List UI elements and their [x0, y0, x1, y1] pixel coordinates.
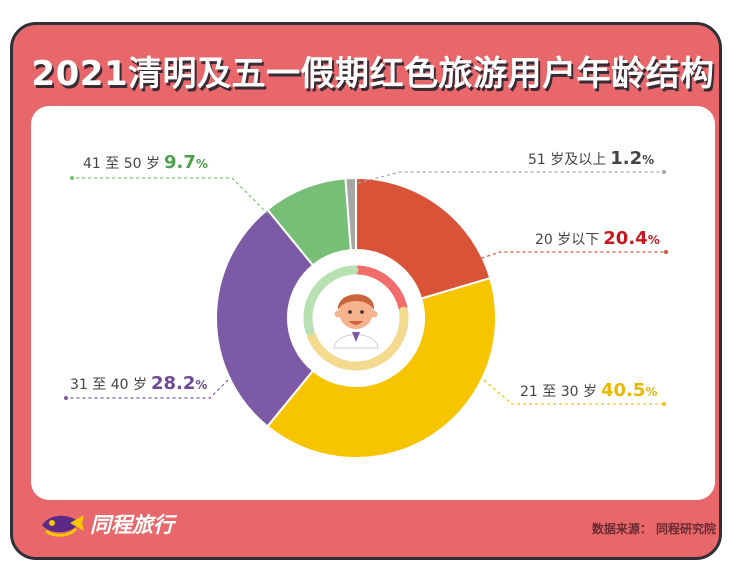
inner-ring-red [353, 265, 408, 312]
slice-name-41-50: 41 至 50 岁 [83, 156, 160, 172]
inner-ring-green-2 [330, 265, 359, 280]
leader-31-40-dot [64, 396, 68, 400]
slice-name-31-40: 31 至 40 岁 [70, 377, 147, 393]
slice-value-21-30: 40.5% [600, 380, 658, 401]
slice-value-under-20: 20.4% [603, 228, 660, 249]
leader-under-20 [469, 251, 666, 263]
fish-logo-icon [42, 515, 84, 537]
slice-label-41-50: 41 至 50 岁 9.7% [83, 152, 208, 173]
slice-label-51-plus: 51 岁及以上 1.2% [528, 148, 654, 169]
inner-ring-yellow-2 [306, 330, 353, 370]
leader-41-50-dot [70, 176, 74, 180]
slice-value-41-50: 9.7% [163, 152, 208, 173]
slice-value-51-plus: 1.2% [610, 148, 655, 169]
slice-value-31-40: 28.2% [150, 373, 208, 394]
leader-21-30 [483, 379, 664, 405]
leader-41-50 [72, 177, 269, 215]
brand-name: 同程旅行 [90, 513, 174, 537]
leader-31-40 [66, 379, 229, 399]
slice-name-51-plus: 51 岁及以上 [528, 152, 607, 168]
person-avatar-icon [333, 294, 379, 349]
slice-name-21-30: 21 至 30 岁 [520, 384, 597, 400]
leader-under-20-dot [664, 250, 668, 254]
leader-51-plus [357, 171, 664, 184]
leader-51-plus-dot [662, 170, 666, 174]
slice-label-31-40: 31 至 40 岁 28.2% [70, 373, 207, 394]
slice-label-under-20: 20 岁以下 20.4% [535, 228, 660, 249]
leader-21-30-dot [662, 402, 666, 406]
brand-logo: 同程旅行 [40, 508, 174, 540]
panel-notch [346, 520, 376, 550]
inner-ring-green [303, 272, 336, 336]
chart-title: 2021清明及五一假期红色旅游用户年龄结构 [31, 54, 715, 94]
slice-name-under-20: 20 岁以下 [535, 232, 600, 248]
slice-label-21-30: 21 至 30 岁 40.5% [520, 380, 657, 401]
inner-ring-yellow [347, 306, 409, 371]
data-source: 数据来源： 同程研究院 [591, 522, 716, 536]
